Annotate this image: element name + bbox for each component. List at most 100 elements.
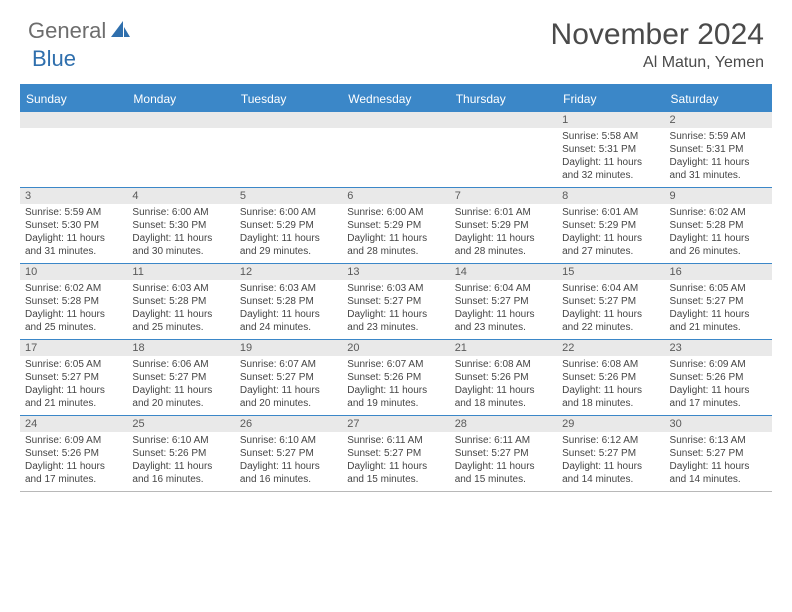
day-info-line: Sunset: 5:29 PM xyxy=(455,219,552,232)
day-info-line: Sunrise: 6:10 AM xyxy=(240,434,337,447)
week-data-row: Sunrise: 6:09 AMSunset: 5:26 PMDaylight:… xyxy=(20,432,772,491)
day-number: 28 xyxy=(450,416,557,432)
day-number: 10 xyxy=(20,264,127,280)
day-cell: Sunrise: 6:04 AMSunset: 5:27 PMDaylight:… xyxy=(450,280,557,339)
day-number xyxy=(342,112,449,128)
day-info-line: Daylight: 11 hours and 19 minutes. xyxy=(347,384,444,410)
title-block: November 2024 Al Matun, Yemen xyxy=(551,18,764,72)
day-info-line: Daylight: 11 hours and 32 minutes. xyxy=(562,156,659,182)
day-cell: Sunrise: 6:12 AMSunset: 5:27 PMDaylight:… xyxy=(557,432,664,491)
day-cell: Sunrise: 6:13 AMSunset: 5:27 PMDaylight:… xyxy=(665,432,772,491)
day-cell: Sunrise: 6:08 AMSunset: 5:26 PMDaylight:… xyxy=(450,356,557,415)
day-info-line: Sunrise: 6:00 AM xyxy=(347,206,444,219)
day-info-line: Daylight: 11 hours and 22 minutes. xyxy=(562,308,659,334)
day-info-line: Sunset: 5:27 PM xyxy=(670,447,767,460)
day-info-line: Sunset: 5:28 PM xyxy=(25,295,122,308)
day-info-line: Sunrise: 6:12 AM xyxy=(562,434,659,447)
day-info-line: Sunset: 5:30 PM xyxy=(25,219,122,232)
page-header: General November 2024 Al Matun, Yemen xyxy=(0,0,792,76)
day-info-line: Sunrise: 5:59 AM xyxy=(25,206,122,219)
week-data-row: Sunrise: 5:59 AMSunset: 5:30 PMDaylight:… xyxy=(20,204,772,263)
day-info-line: Daylight: 11 hours and 25 minutes. xyxy=(25,308,122,334)
calendar-table: SundayMondayTuesdayWednesdayThursdayFrid… xyxy=(20,84,772,492)
day-header: Saturday xyxy=(665,86,772,111)
day-number: 7 xyxy=(450,188,557,204)
day-number: 16 xyxy=(665,264,772,280)
week-data-row: Sunrise: 5:58 AMSunset: 5:31 PMDaylight:… xyxy=(20,128,772,187)
week-daynum-row: 12 xyxy=(20,111,772,128)
day-cell: Sunrise: 6:03 AMSunset: 5:27 PMDaylight:… xyxy=(342,280,449,339)
day-number: 26 xyxy=(235,416,342,432)
day-number: 2 xyxy=(665,112,772,128)
day-cell: Sunrise: 6:05 AMSunset: 5:27 PMDaylight:… xyxy=(665,280,772,339)
day-cell: Sunrise: 6:00 AMSunset: 5:30 PMDaylight:… xyxy=(127,204,234,263)
day-cell: Sunrise: 6:11 AMSunset: 5:27 PMDaylight:… xyxy=(342,432,449,491)
day-number: 4 xyxy=(127,188,234,204)
day-header: Wednesday xyxy=(342,86,449,111)
day-info-line: Sunset: 5:28 PM xyxy=(132,295,229,308)
day-cell: Sunrise: 6:10 AMSunset: 5:27 PMDaylight:… xyxy=(235,432,342,491)
day-number: 27 xyxy=(342,416,449,432)
day-info-line: Daylight: 11 hours and 31 minutes. xyxy=(25,232,122,258)
day-info-line: Sunrise: 6:03 AM xyxy=(347,282,444,295)
day-info-line: Sunset: 5:27 PM xyxy=(562,447,659,460)
day-cell: Sunrise: 6:06 AMSunset: 5:27 PMDaylight:… xyxy=(127,356,234,415)
day-header: Sunday xyxy=(20,86,127,111)
calendar-week: 24252627282930Sunrise: 6:09 AMSunset: 5:… xyxy=(20,415,772,491)
day-info-line: Sunrise: 6:07 AM xyxy=(347,358,444,371)
day-info-line: Sunset: 5:26 PM xyxy=(455,371,552,384)
day-header: Tuesday xyxy=(235,86,342,111)
day-info-line: Sunrise: 6:03 AM xyxy=(132,282,229,295)
day-info-line: Sunrise: 6:10 AM xyxy=(132,434,229,447)
day-number: 30 xyxy=(665,416,772,432)
day-info-line: Daylight: 11 hours and 16 minutes. xyxy=(240,460,337,486)
day-cell: Sunrise: 6:07 AMSunset: 5:26 PMDaylight:… xyxy=(342,356,449,415)
calendar-week: 3456789Sunrise: 5:59 AMSunset: 5:30 PMDa… xyxy=(20,187,772,263)
day-info-line: Daylight: 11 hours and 18 minutes. xyxy=(455,384,552,410)
day-cell: Sunrise: 6:00 AMSunset: 5:29 PMDaylight:… xyxy=(235,204,342,263)
day-info-line: Daylight: 11 hours and 25 minutes. xyxy=(132,308,229,334)
day-header: Thursday xyxy=(450,86,557,111)
day-info-line: Daylight: 11 hours and 17 minutes. xyxy=(25,460,122,486)
day-info-line: Sunrise: 6:09 AM xyxy=(25,434,122,447)
calendar-week: 10111213141516Sunrise: 6:02 AMSunset: 5:… xyxy=(20,263,772,339)
day-info-line: Sunrise: 6:05 AM xyxy=(670,282,767,295)
brand-text-blue: Blue xyxy=(32,46,76,72)
day-info-line: Daylight: 11 hours and 14 minutes. xyxy=(562,460,659,486)
day-info-line: Daylight: 11 hours and 15 minutes. xyxy=(347,460,444,486)
day-info-line: Sunset: 5:27 PM xyxy=(347,447,444,460)
day-number: 29 xyxy=(557,416,664,432)
day-info-line: Daylight: 11 hours and 17 minutes. xyxy=(670,384,767,410)
day-number: 23 xyxy=(665,340,772,356)
day-number: 21 xyxy=(450,340,557,356)
day-info-line: Sunset: 5:29 PM xyxy=(562,219,659,232)
day-info-line: Sunset: 5:31 PM xyxy=(670,143,767,156)
day-info-line: Daylight: 11 hours and 28 minutes. xyxy=(455,232,552,258)
day-cell: Sunrise: 6:02 AMSunset: 5:28 PMDaylight:… xyxy=(665,204,772,263)
calendar-week: 12Sunrise: 5:58 AMSunset: 5:31 PMDayligh… xyxy=(20,111,772,187)
day-info-line: Sunrise: 6:02 AM xyxy=(670,206,767,219)
day-number: 19 xyxy=(235,340,342,356)
day-cell: Sunrise: 6:10 AMSunset: 5:26 PMDaylight:… xyxy=(127,432,234,491)
day-info-line: Sunrise: 6:03 AM xyxy=(240,282,337,295)
day-info-line: Sunrise: 6:04 AM xyxy=(562,282,659,295)
day-info-line: Sunrise: 6:02 AM xyxy=(25,282,122,295)
day-number: 8 xyxy=(557,188,664,204)
day-number: 1 xyxy=(557,112,664,128)
day-number: 24 xyxy=(20,416,127,432)
day-cell: Sunrise: 6:02 AMSunset: 5:28 PMDaylight:… xyxy=(20,280,127,339)
day-info-line: Daylight: 11 hours and 15 minutes. xyxy=(455,460,552,486)
day-number: 13 xyxy=(342,264,449,280)
week-daynum-row: 17181920212223 xyxy=(20,339,772,356)
day-info-line: Sunset: 5:27 PM xyxy=(240,447,337,460)
day-info-line: Sunrise: 6:11 AM xyxy=(455,434,552,447)
brand-sail-icon xyxy=(110,19,132,44)
day-info-line: Sunset: 5:27 PM xyxy=(25,371,122,384)
week-data-row: Sunrise: 6:05 AMSunset: 5:27 PMDaylight:… xyxy=(20,356,772,415)
day-number: 22 xyxy=(557,340,664,356)
day-header: Friday xyxy=(557,86,664,111)
week-data-row: Sunrise: 6:02 AMSunset: 5:28 PMDaylight:… xyxy=(20,280,772,339)
day-cell: Sunrise: 6:04 AMSunset: 5:27 PMDaylight:… xyxy=(557,280,664,339)
month-title: November 2024 xyxy=(551,18,764,52)
day-cell: Sunrise: 6:09 AMSunset: 5:26 PMDaylight:… xyxy=(665,356,772,415)
